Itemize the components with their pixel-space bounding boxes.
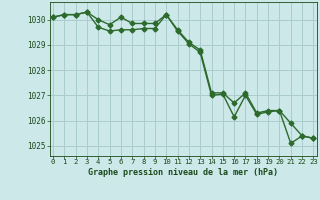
X-axis label: Graphe pression niveau de la mer (hPa): Graphe pression niveau de la mer (hPa) — [88, 168, 278, 177]
